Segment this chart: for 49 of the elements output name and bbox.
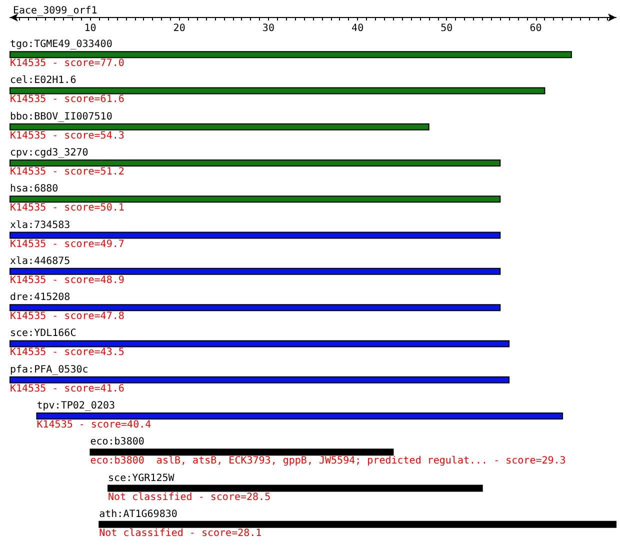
y-tick-label: sce:YDL166C (10, 328, 76, 340)
y-tick-label: bbo:BBOV_II007510 (10, 111, 112, 122)
annotation: K14535 - score=47.8 (10, 311, 124, 322)
bar (108, 484, 483, 492)
annotation: K14535 - score=77.0 (10, 58, 124, 70)
bar (98, 520, 616, 528)
x-tick-label: 40 (352, 23, 364, 34)
annotation: Not classified - score=28.1 (99, 528, 262, 539)
x-tick-label: 30 (262, 23, 274, 34)
y-tick-label: tpv:TP02_0203 (36, 400, 116, 412)
y-tick-label: cel:E02H1.6 (10, 75, 76, 86)
bar (36, 412, 564, 420)
annotation: K14535 - score=49.7 (10, 238, 124, 250)
y-tick-label: tgo:TGME49_033400 (10, 39, 112, 50)
y-tick-label: ath:AT1G69830 (99, 508, 178, 520)
annotation: K14535 - score=40.4 (36, 420, 152, 430)
y-tick-label: cpv:cgd3_3270 (10, 148, 88, 158)
annotation: Not classified - score=28.5 (108, 492, 271, 503)
x-tick-label: 20 (173, 23, 186, 34)
x-tick-label: 50 (440, 23, 453, 34)
x-tick-label: 10 (84, 23, 96, 34)
y-tick-label: hsa:6880 (10, 184, 58, 195)
annotation: K14535 - score=48.9 (10, 274, 124, 286)
bar (10, 268, 501, 275)
annotation: K14535 - score=54.3 (10, 130, 124, 142)
y-tick-label: sce:YGR125W (108, 472, 176, 484)
annotation: K14535 - score=43.5 (10, 347, 124, 358)
bar (10, 51, 572, 58)
bar (10, 196, 501, 203)
y-tick-label: xla:734583 (10, 220, 70, 231)
x-tick-label: 60 (530, 23, 542, 34)
annotation: K14535 - score=50.1 (10, 202, 124, 214)
bar (10, 232, 501, 239)
annotation: K14535 - score=41.6 (10, 383, 124, 394)
y-tick-label: xla:446875 (10, 256, 70, 267)
annotation: K14535 - score=61.6 (10, 94, 124, 106)
bar (10, 160, 501, 166)
bar (10, 340, 510, 348)
y-tick-label: pfa:PFA_0530c (10, 364, 88, 376)
bar (90, 448, 394, 456)
annotation: K14535 - score=51.2 (10, 166, 124, 178)
bar (10, 304, 501, 312)
y-tick-label: eco:b3800 (90, 436, 144, 448)
y-tick-label: dre:415208 (10, 292, 70, 304)
chart-title: Eace_3099_orf1 (13, 6, 98, 16)
bar (10, 87, 546, 94)
bar (10, 376, 510, 384)
bar (10, 123, 430, 130)
annotation: eco:b3800 aslB, atsB, ECK3793, gppB, JW5594; predicted regulat... - score=29.3 (90, 456, 566, 467)
